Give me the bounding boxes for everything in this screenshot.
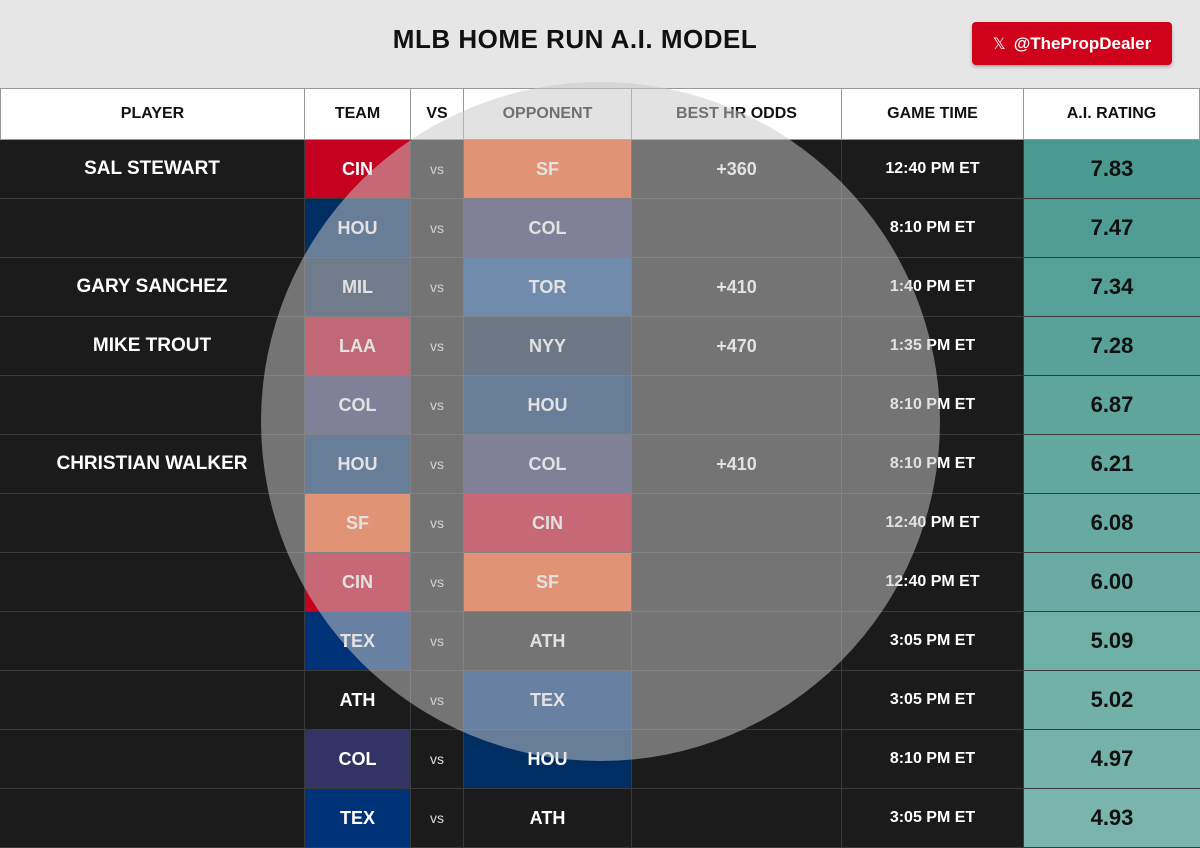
game-time-cell: 8:10 PM ET bbox=[842, 199, 1024, 258]
vs-cell: vs bbox=[411, 789, 464, 848]
team-cell: CIN bbox=[305, 140, 411, 199]
social-handle-label: @ThePropDealer bbox=[1013, 33, 1152, 53]
ai-rating-cell: 6.08 bbox=[1024, 494, 1200, 553]
best-hr-odds-cell: +410 bbox=[632, 258, 842, 317]
best-hr-odds-cell: +410 bbox=[632, 435, 842, 494]
game-time-cell: 12:40 PM ET bbox=[842, 553, 1024, 612]
player-name-cell bbox=[0, 376, 305, 435]
game-time-cell: 8:10 PM ET bbox=[842, 435, 1024, 494]
column-header-opponent: OPPONENT bbox=[464, 88, 632, 140]
vs-cell: vs bbox=[411, 258, 464, 317]
ai-rating-cell: 4.93 bbox=[1024, 789, 1200, 848]
game-time-cell: 12:40 PM ET bbox=[842, 494, 1024, 553]
game-time-cell: 8:10 PM ET bbox=[842, 730, 1024, 789]
column-header-team: TEAM bbox=[305, 88, 411, 140]
vs-cell: vs bbox=[411, 612, 464, 671]
column-header-best-hr-odds: BEST HR ODDS bbox=[632, 88, 842, 140]
opponent-cell: CIN bbox=[464, 494, 632, 553]
game-time-cell: 3:05 PM ET bbox=[842, 671, 1024, 730]
opponent-cell: TEX bbox=[464, 671, 632, 730]
team-cell: HOU bbox=[305, 199, 411, 258]
column-header-game-time: GAME TIME bbox=[842, 88, 1024, 140]
game-time-cell: 3:05 PM ET bbox=[842, 789, 1024, 848]
player-name-cell bbox=[0, 789, 305, 848]
player-name-cell: CHRISTIAN WALKER bbox=[0, 435, 305, 494]
column-header-ai-rating: A.I. RATING bbox=[1024, 88, 1200, 140]
player-name-cell bbox=[0, 612, 305, 671]
player-name-cell bbox=[0, 730, 305, 789]
team-cell: MIL bbox=[305, 258, 411, 317]
player-name-cell: MIKE TROUT bbox=[0, 317, 305, 376]
home-run-table: PLAYER TEAM VS OPPONENT BEST HR ODDS GAM… bbox=[0, 88, 1200, 848]
ai-rating-cell: 5.02 bbox=[1024, 671, 1200, 730]
best-hr-odds-cell bbox=[632, 376, 842, 435]
header-bar: MLB HOME RUN A.I. MODEL 𝕏 @ThePropDealer bbox=[0, 0, 1200, 88]
ai-rating-cell: 7.83 bbox=[1024, 140, 1200, 199]
best-hr-odds-cell bbox=[632, 494, 842, 553]
player-name-cell: GARY SANCHEZ bbox=[0, 258, 305, 317]
vs-cell: vs bbox=[411, 140, 464, 199]
ai-rating-cell: 7.47 bbox=[1024, 199, 1200, 258]
opponent-cell: HOU bbox=[464, 376, 632, 435]
game-time-cell: 12:40 PM ET bbox=[842, 140, 1024, 199]
ai-rating-cell: 4.97 bbox=[1024, 730, 1200, 789]
game-time-cell: 3:05 PM ET bbox=[842, 612, 1024, 671]
vs-cell: vs bbox=[411, 317, 464, 376]
player-name-cell bbox=[0, 671, 305, 730]
game-time-cell: 1:40 PM ET bbox=[842, 258, 1024, 317]
ai-rating-cell: 6.21 bbox=[1024, 435, 1200, 494]
player-name-cell bbox=[0, 199, 305, 258]
opponent-cell: ATH bbox=[464, 612, 632, 671]
best-hr-odds-cell: +470 bbox=[632, 317, 842, 376]
vs-cell: vs bbox=[411, 376, 464, 435]
vs-cell: vs bbox=[411, 435, 464, 494]
best-hr-odds-cell bbox=[632, 730, 842, 789]
player-name-cell: SAL STEWART bbox=[0, 140, 305, 199]
team-cell: TEX bbox=[305, 612, 411, 671]
team-cell: SF bbox=[305, 494, 411, 553]
best-hr-odds-cell bbox=[632, 789, 842, 848]
vs-cell: vs bbox=[411, 199, 464, 258]
best-hr-odds-cell bbox=[632, 553, 842, 612]
player-name-cell bbox=[0, 553, 305, 612]
column-header-player: PLAYER bbox=[0, 88, 305, 140]
opponent-cell: SF bbox=[464, 553, 632, 612]
best-hr-odds-cell bbox=[632, 671, 842, 730]
ai-rating-cell: 6.87 bbox=[1024, 376, 1200, 435]
team-cell: LAA bbox=[305, 317, 411, 376]
opponent-cell: NYY bbox=[464, 317, 632, 376]
best-hr-odds-cell bbox=[632, 199, 842, 258]
team-cell: COL bbox=[305, 730, 411, 789]
vs-cell: vs bbox=[411, 553, 464, 612]
opponent-cell: TOR bbox=[464, 258, 632, 317]
team-cell: TEX bbox=[305, 789, 411, 848]
opponent-cell: SF bbox=[464, 140, 632, 199]
team-cell: HOU bbox=[305, 435, 411, 494]
vs-cell: vs bbox=[411, 494, 464, 553]
x-logo-icon: 𝕏 bbox=[992, 35, 1006, 53]
player-name-cell bbox=[0, 494, 305, 553]
vs-cell: vs bbox=[411, 730, 464, 789]
ai-rating-cell: 5.09 bbox=[1024, 612, 1200, 671]
opponent-cell: ATH bbox=[464, 789, 632, 848]
team-cell: ATH bbox=[305, 671, 411, 730]
ai-rating-cell: 6.00 bbox=[1024, 553, 1200, 612]
game-time-cell: 1:35 PM ET bbox=[842, 317, 1024, 376]
vs-cell: vs bbox=[411, 671, 464, 730]
best-hr-odds-cell: +360 bbox=[632, 140, 842, 199]
team-cell: COL bbox=[305, 376, 411, 435]
column-header-vs: VS bbox=[411, 88, 464, 140]
social-handle-button[interactable]: 𝕏 @ThePropDealer bbox=[972, 22, 1172, 65]
page-title: MLB HOME RUN A.I. MODEL bbox=[392, 24, 758, 54]
game-time-cell: 8:10 PM ET bbox=[842, 376, 1024, 435]
opponent-cell: HOU bbox=[464, 730, 632, 789]
best-hr-odds-cell bbox=[632, 612, 842, 671]
ai-rating-cell: 7.34 bbox=[1024, 258, 1200, 317]
ai-rating-cell: 7.28 bbox=[1024, 317, 1200, 376]
opponent-cell: COL bbox=[464, 435, 632, 494]
team-cell: CIN bbox=[305, 553, 411, 612]
opponent-cell: COL bbox=[464, 199, 632, 258]
